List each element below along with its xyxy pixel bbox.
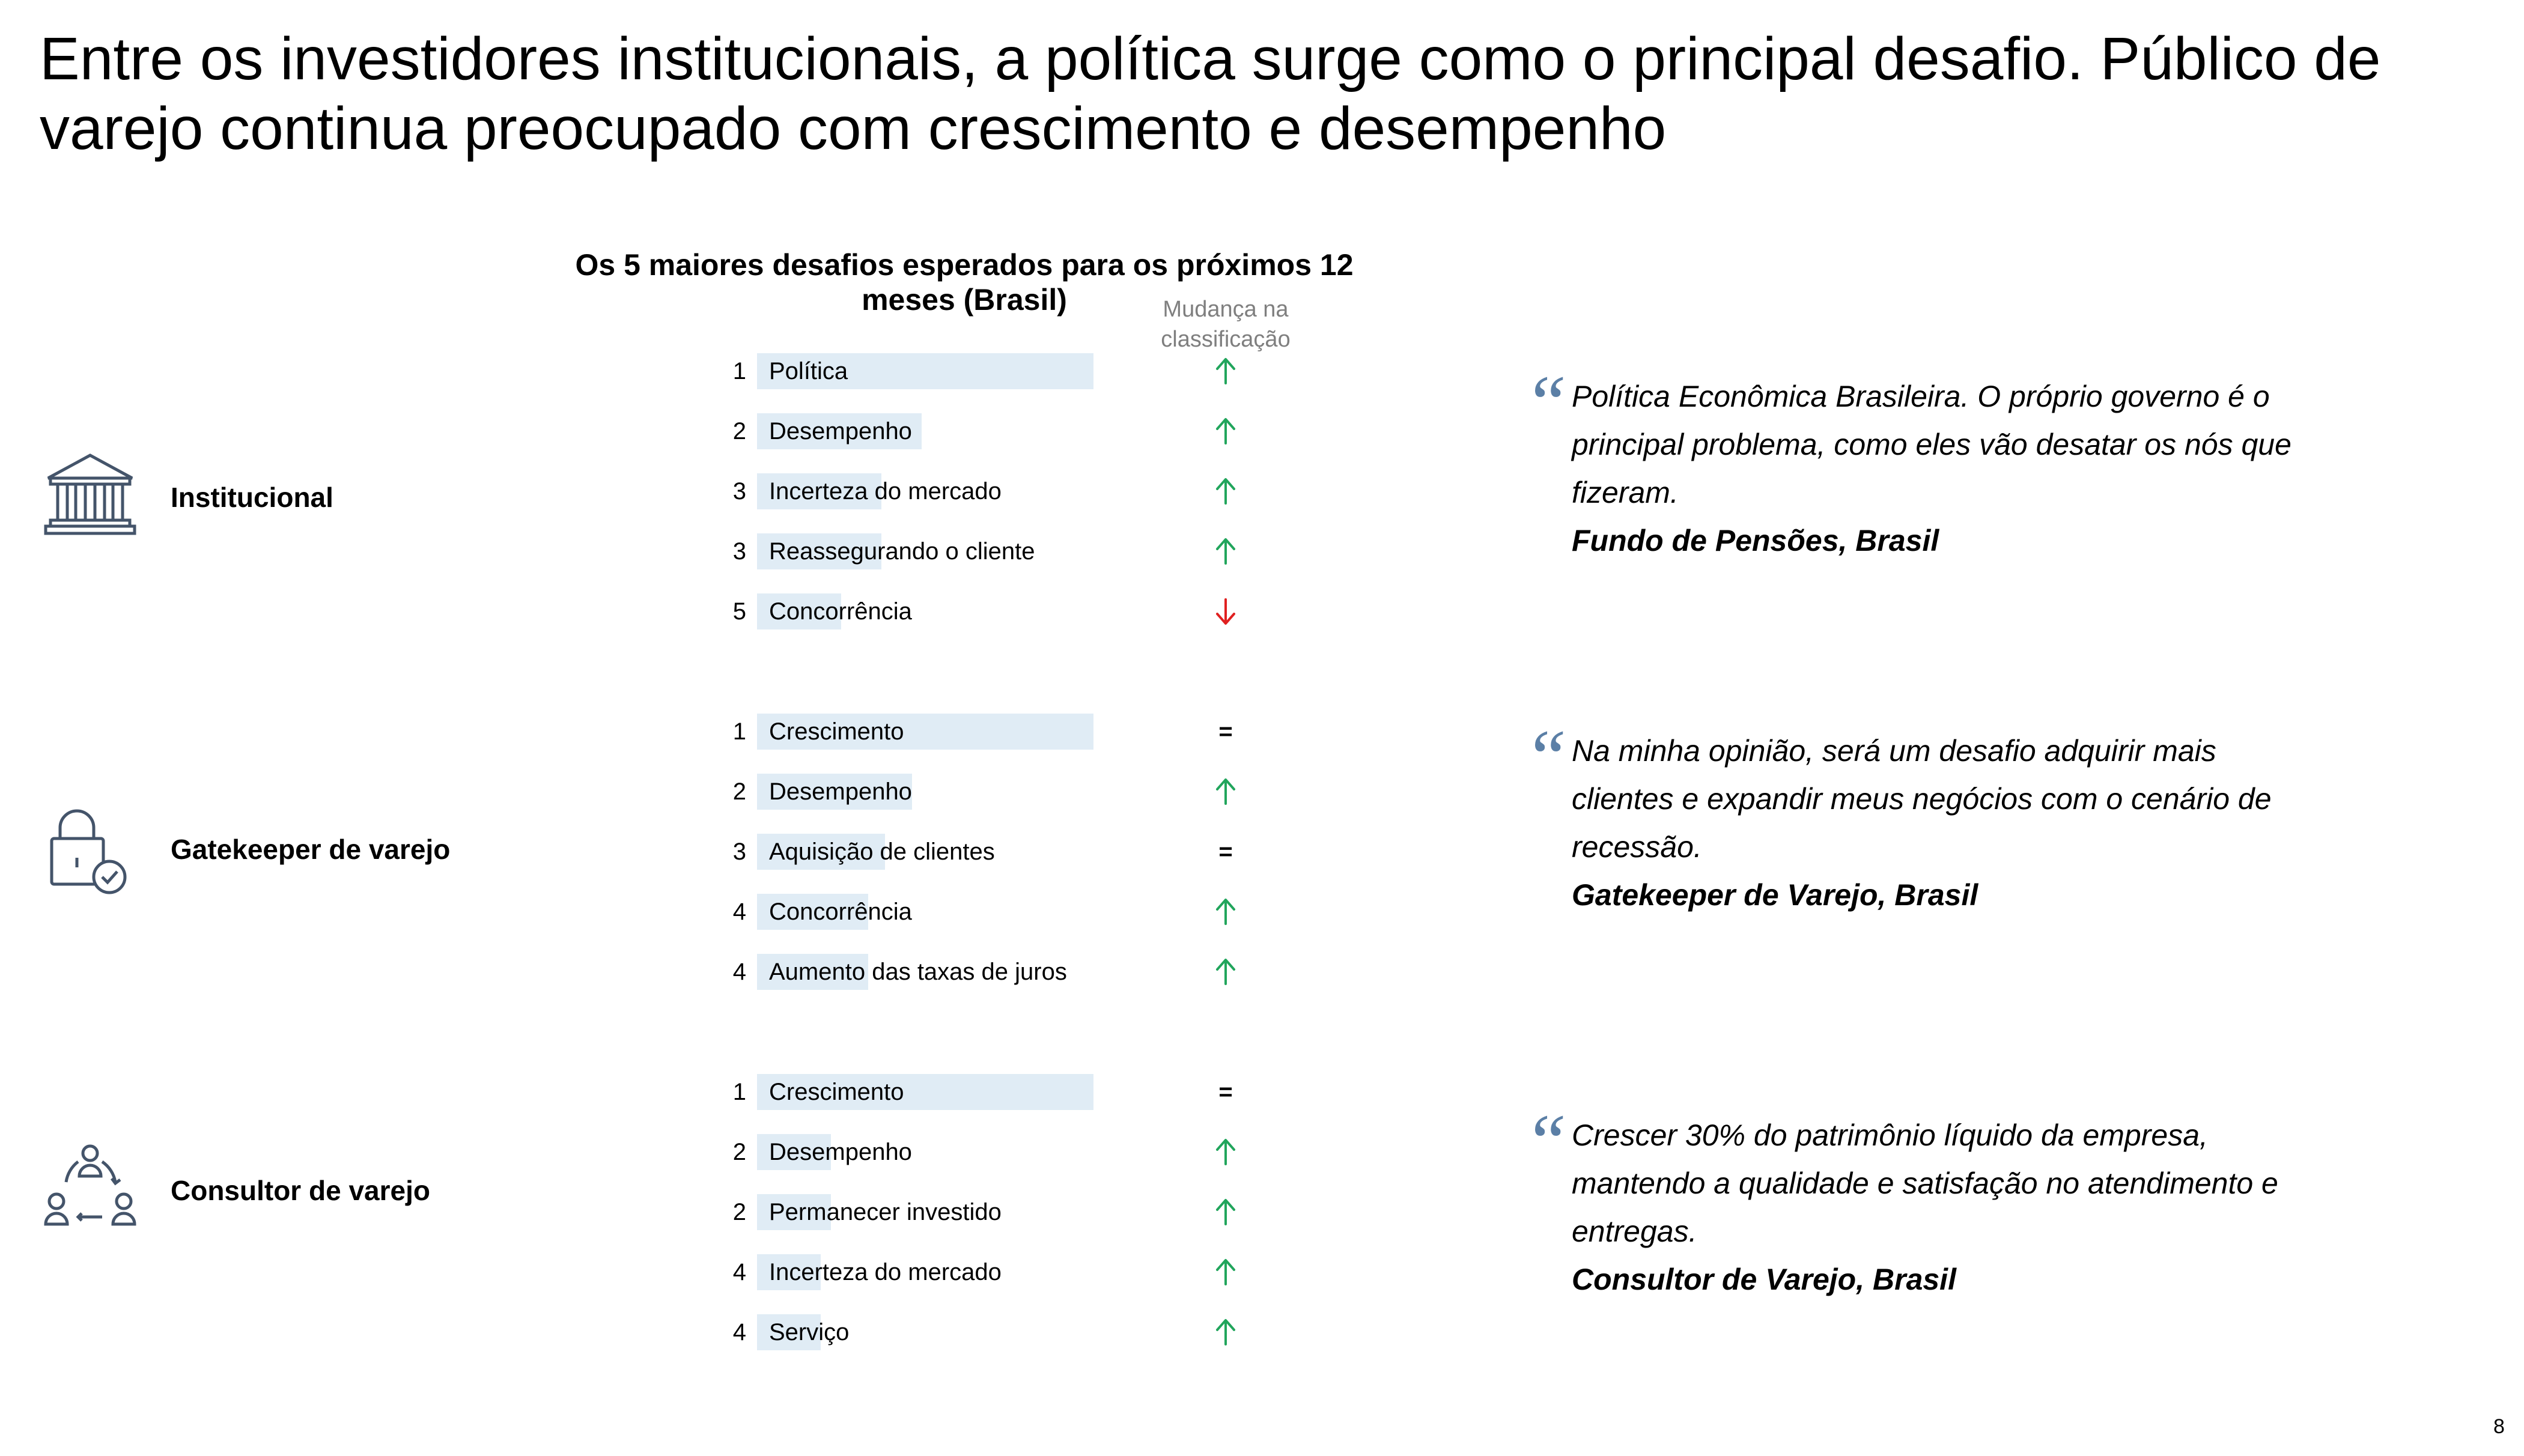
no-change-icon: = (1218, 839, 1233, 865)
segment-label: Gatekeeper de varejo (171, 834, 451, 865)
challenge-bar (757, 834, 885, 870)
change-column-header: Mudança na classificação (1161, 297, 1291, 352)
rank-number: 3 (732, 478, 746, 505)
arrow-up-icon (1208, 896, 1244, 927)
rank-number: 2 (732, 1199, 746, 1225)
quote-text: Na minha opinião, será um desafio adquir… (1572, 734, 2272, 864)
challenge-bar (757, 954, 868, 990)
challenge-bar (757, 533, 881, 569)
challenge-bar (757, 1314, 821, 1350)
challenge-bar (757, 593, 841, 629)
quote-source: Gatekeeper de Varejo, Brasil (1572, 878, 1978, 912)
challenge-bar (757, 1254, 821, 1290)
rank-number: 2 (732, 1139, 746, 1165)
arrow-up-icon (1208, 1197, 1244, 1228)
rank-number: 1 (732, 358, 746, 384)
challenge-label: Concorrência (769, 598, 912, 625)
arrow-up-icon (1208, 1257, 1244, 1288)
no-change-icon: = (1218, 718, 1233, 745)
challenge-label: Reassegurando o cliente (769, 538, 1035, 565)
quote-text: Política Econômica Brasileira. O próprio… (1572, 380, 2291, 509)
challenge-bar (757, 894, 868, 930)
arrow-up-icon (1208, 476, 1244, 507)
challenge-row: 2 Permanecer investido (0, 1188, 2524, 1236)
challenge-label: Desempenho (769, 418, 912, 444)
rank-number: 4 (732, 899, 746, 925)
arrow-up-icon (1208, 416, 1244, 447)
quote-block: Crescer 30% do patrimônio líquido da emp… (1572, 1111, 2305, 1303)
rank-number: 4 (732, 1319, 746, 1345)
challenge-row: 4 Aumento das taxas de juros (0, 948, 2524, 996)
quote-block: Política Econômica Brasileira. O próprio… (1572, 372, 2305, 565)
rank-number: 4 (732, 959, 746, 985)
challenge-label: Serviço (769, 1319, 850, 1345)
no-change-icon: = (1218, 1079, 1233, 1105)
rank-number: 3 (732, 839, 746, 865)
rank-number: 2 (732, 418, 746, 444)
challenge-row: 3 Reassegurando o cliente (0, 527, 2524, 575)
quote-text: Crescer 30% do patrimônio líquido da emp… (1572, 1118, 2278, 1248)
challenge-bar (757, 1134, 831, 1170)
challenge-row: 3 Aquisição de clientes = (0, 828, 2524, 876)
challenge-row: 1 Política (0, 347, 2524, 395)
lock-check-icon (42, 802, 138, 899)
chart-title: Os 5 maiores desafios esperados para os … (575, 248, 1354, 317)
page-number: 8 (2493, 1415, 2505, 1438)
quote-mark-icon: “ (1524, 714, 1568, 801)
quote-mark-icon: “ (1524, 1099, 1568, 1185)
challenge-row: 2 Desempenho (0, 407, 2524, 455)
challenge-row: 2 Desempenho (0, 768, 2524, 816)
challenge-bar (757, 353, 1093, 389)
challenge-label: Permanecer investido (769, 1199, 1002, 1225)
arrow-up-icon (1208, 776, 1244, 807)
challenge-label: Crescimento (769, 718, 904, 745)
rank-number: 4 (732, 1259, 746, 1285)
rank-number: 2 (732, 778, 746, 805)
challenge-bar (757, 473, 881, 509)
rank-number: 5 (732, 598, 746, 625)
challenge-label: Concorrência (769, 899, 912, 925)
segment-label: Consultor de varejo (171, 1175, 430, 1206)
challenge-row: 1 Crescimento = (0, 1068, 2524, 1116)
challenge-label: Desempenho (769, 1139, 912, 1165)
challenge-row: 4 Serviço (0, 1308, 2524, 1356)
arrow-down-icon (1208, 596, 1244, 627)
challenge-label: Aquisição de clientes (769, 839, 995, 865)
challenge-row: 1 Crescimento = (0, 708, 2524, 756)
quote-block: Na minha opinião, será um desafio adquir… (1572, 727, 2305, 919)
challenge-label: Incerteza do mercado (769, 478, 1002, 505)
challenge-row: 4 Incerteza do mercado (0, 1248, 2524, 1296)
quote-source: Fundo de Pensões, Brasil (1572, 524, 1939, 557)
challenge-row: 2 Desempenho (0, 1128, 2524, 1176)
challenge-row: 5 Concorrência (0, 587, 2524, 635)
bank-icon (42, 449, 138, 545)
challenge-label: Política (769, 358, 848, 384)
rank-number: 1 (732, 718, 746, 745)
challenge-bar (757, 714, 1093, 750)
quote-mark-icon: “ (1524, 360, 1568, 446)
slide-title: Entre os investidores institucionais, a … (40, 25, 2381, 162)
arrow-up-icon (1208, 356, 1244, 387)
arrow-up-icon (1208, 1317, 1244, 1348)
rank-number: 3 (732, 538, 746, 565)
challenge-bar (757, 1074, 1093, 1110)
segment-label: Institucional (171, 482, 333, 513)
arrow-up-icon (1208, 956, 1244, 987)
challenge-label: Incerteza do mercado (769, 1259, 1002, 1285)
arrow-up-icon (1208, 536, 1244, 567)
challenge-row: 4 Concorrência (0, 888, 2524, 936)
challenge-bar (757, 1194, 831, 1230)
challenge-row: 3 Incerteza do mercado (0, 467, 2524, 515)
challenge-label: Aumento das taxas de juros (769, 959, 1067, 985)
challenge-bar (757, 413, 922, 449)
challenge-label: Crescimento (769, 1079, 904, 1105)
quote-source: Consultor de Varejo, Brasil (1572, 1263, 1956, 1296)
challenge-bar (757, 774, 912, 810)
rank-number: 1 (732, 1079, 746, 1105)
challenge-label: Desempenho (769, 778, 912, 805)
arrow-up-icon (1208, 1136, 1244, 1168)
people-cycle-icon (42, 1139, 138, 1235)
